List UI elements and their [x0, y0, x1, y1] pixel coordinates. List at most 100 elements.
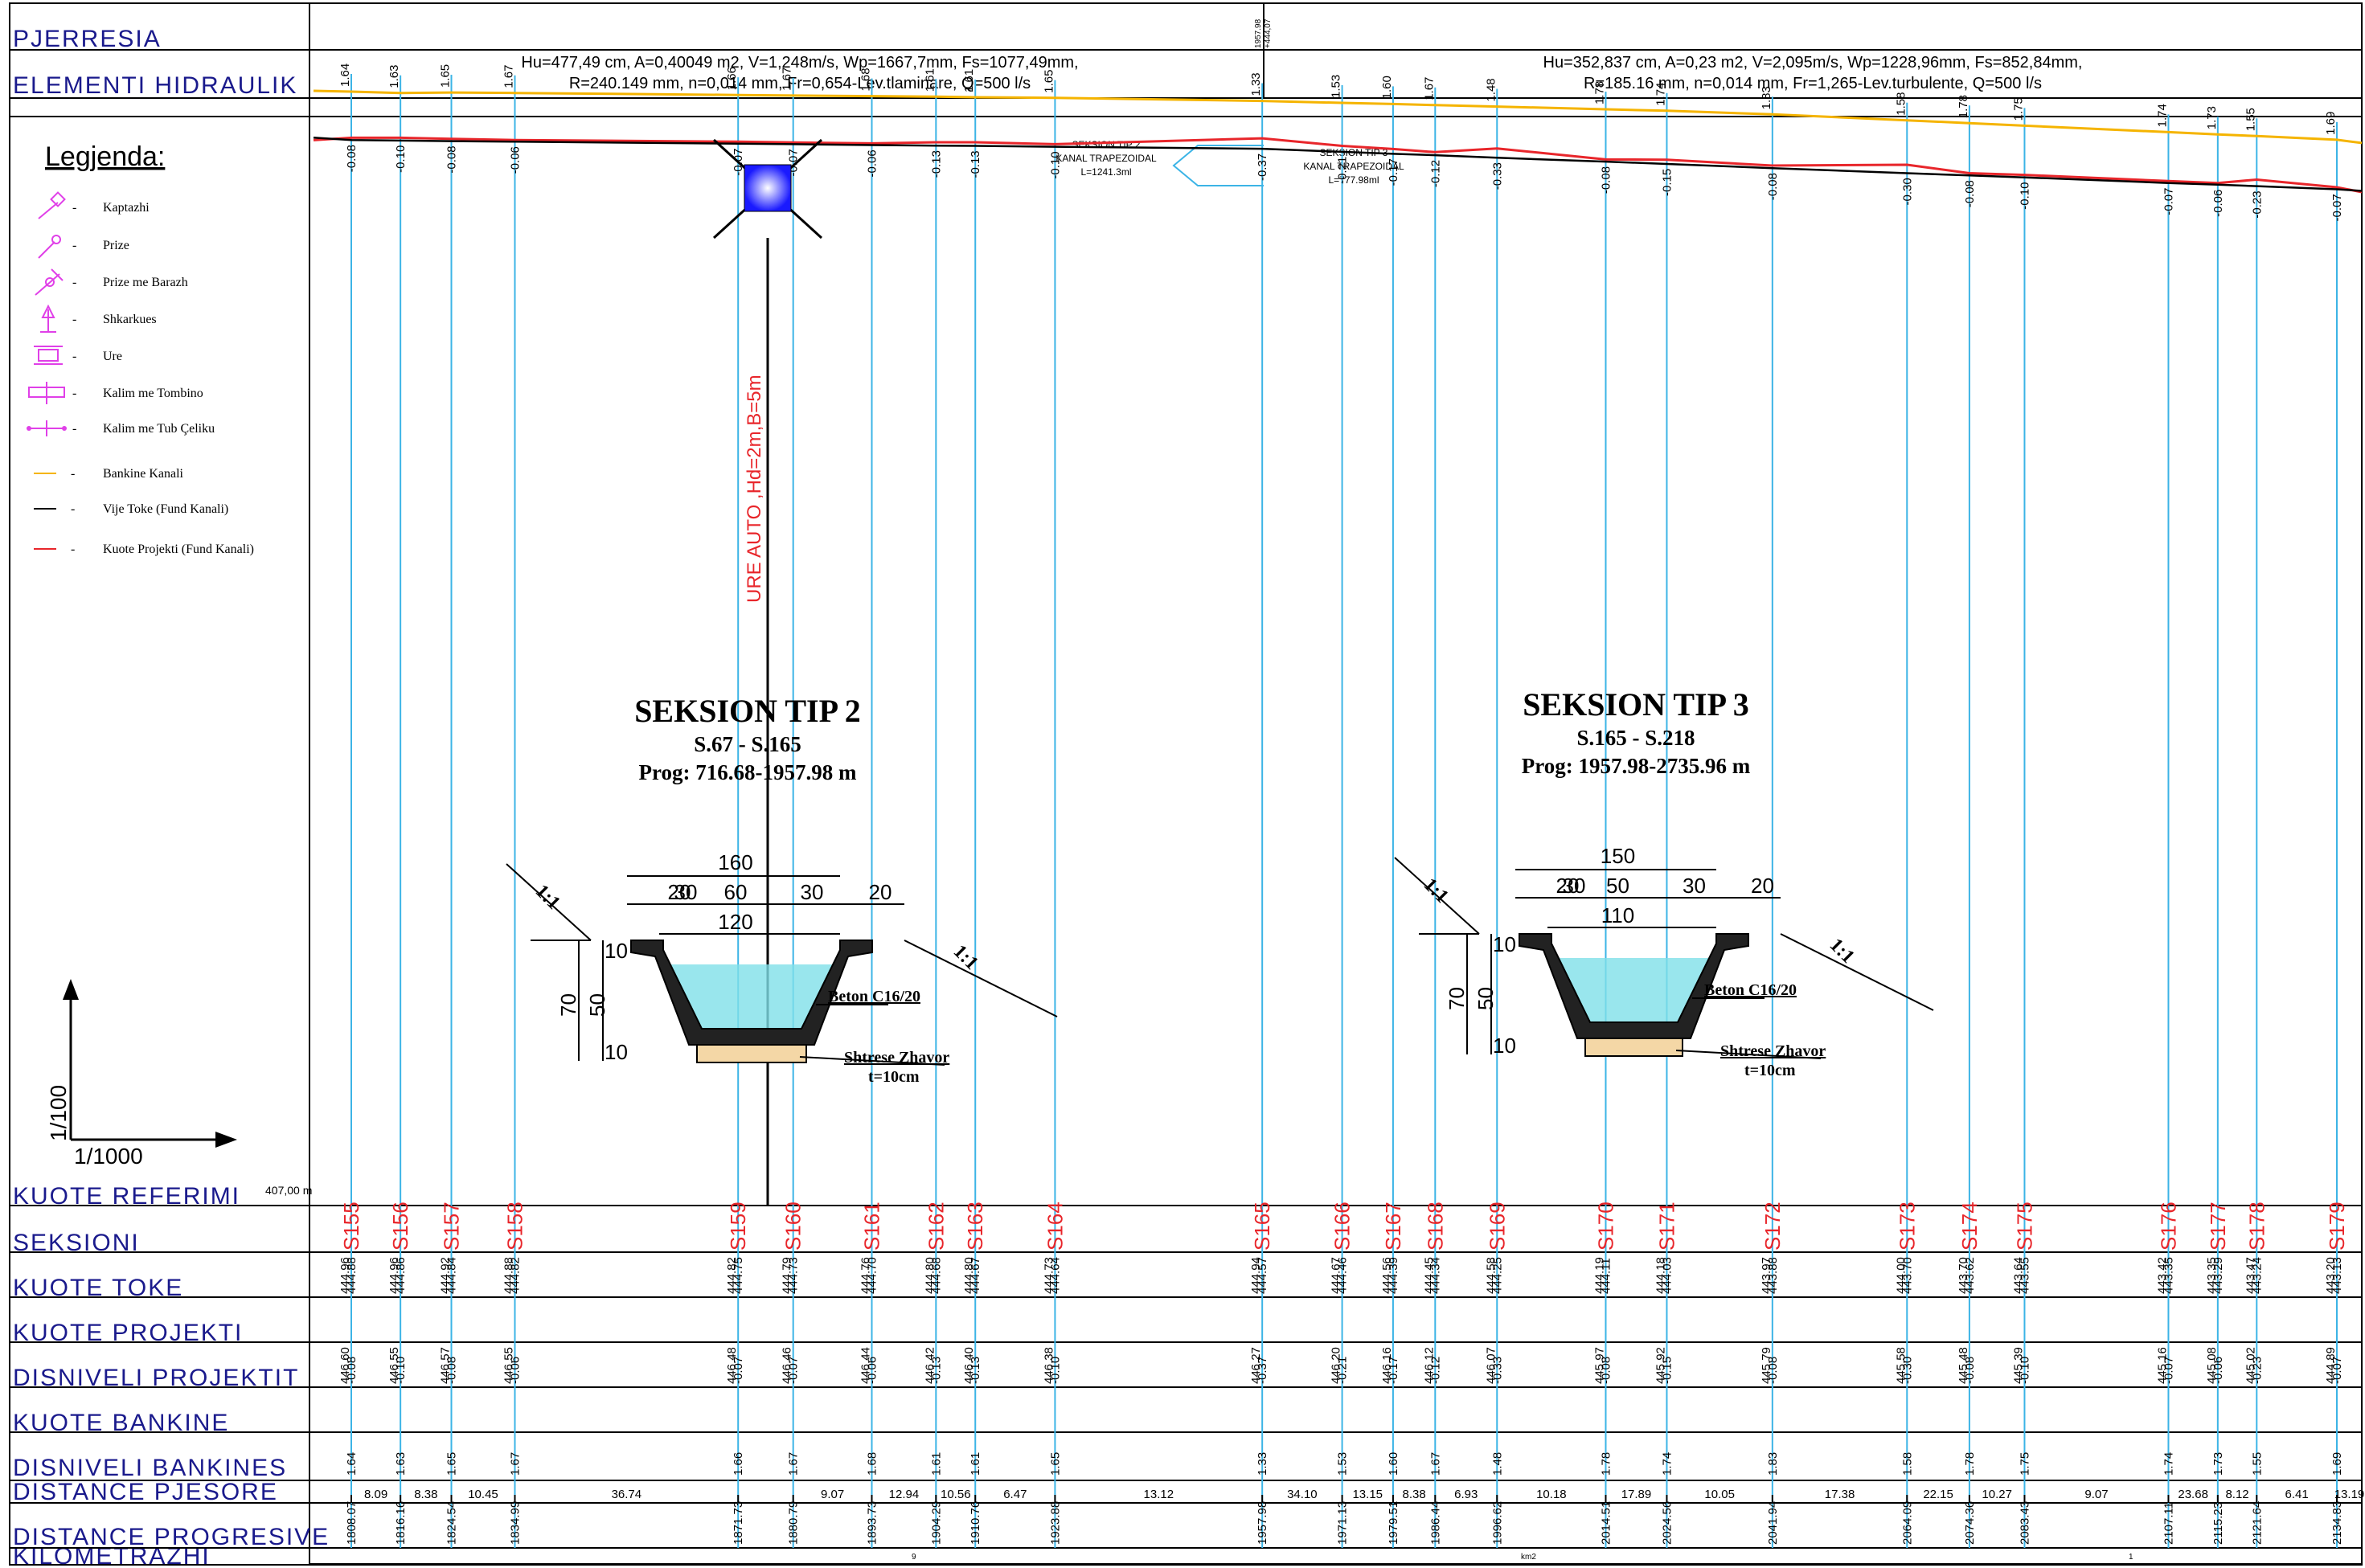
bank-height-label: 1.55 [2244, 108, 2257, 131]
kuote-projekti-value: 444.56 [1380, 1257, 1394, 1294]
disniveli-projektit-value: -0.12 [1428, 1357, 1442, 1384]
partial-distance-value: 6.41 [2285, 1488, 2309, 1501]
bank-height-label: 1.63 [387, 65, 401, 88]
disniveli-projektit-value: -0.37 [1256, 1357, 1269, 1384]
kuote-toke-value: 444.64 [1048, 1257, 1062, 1294]
concrete-lining [1519, 933, 1749, 1039]
kuote-toke-value: 444.82 [508, 1257, 522, 1294]
station-lines: 1.64 -0.08 1.63 -0.10 1.65 -0.08 1.67 -0.06 1.66… [338, 63, 2344, 1206]
depth-label: -0.33 [1490, 162, 1504, 190]
km-9: 9 [912, 1553, 916, 1562]
water-fill [1558, 958, 1710, 1022]
bank-line [313, 89, 2363, 145]
zhavor-label: Shtrese Zhavor [1720, 1042, 1826, 1060]
section-s175: S175 [2012, 1202, 2036, 1251]
hydraulic-info: Hu=477,49 cm, A=0,40049 m2, V=1,248m/s, … [521, 18, 2082, 92]
disniveli-bankines-value: 1.74 [1660, 1452, 1674, 1476]
kuote-bankine-value: 446.40 [962, 1347, 976, 1384]
distance-progresive-value: 2107.11 [2162, 1502, 2175, 1545]
disniveli-projektit-value: -0.23 [2250, 1357, 2264, 1384]
bank-height-label: 1.65 [1042, 69, 1055, 92]
leader-line [799, 1056, 945, 1066]
disniveli-projektit-value: -0.08 [345, 1357, 359, 1384]
kuote-toke-value: 444.11 [1599, 1258, 1613, 1294]
slope-label-right: 1:1 [949, 941, 982, 974]
profile-lines [313, 89, 2363, 194]
dim-slope-right: 30 [801, 880, 824, 904]
dim-water-height: 50 [585, 993, 609, 1017]
slope-line [904, 940, 1058, 1017]
legend-item-text: Ure [103, 350, 122, 363]
row-labels: PJERRESIA ELEMENTI HIDRAULIK KUOTE REFER… [13, 26, 328, 1568]
dim-crest-right: 20 [869, 880, 892, 904]
label-disniveli-bankines: DISNIVELI BANKINES [13, 1455, 287, 1481]
bank-height-label: 1.83 [1760, 86, 1773, 109]
distance-progresive-value: 2041.94 [1766, 1501, 1780, 1545]
kuote-projekti-value: 444.00 [1894, 1257, 1908, 1294]
bank-height-label: 1.53 [1330, 75, 1343, 98]
disniveli-bankines-value: 1.33 [1256, 1452, 1269, 1476]
depth-label: -0.08 [1963, 180, 1977, 207]
partial-distance-value: 23.68 [2178, 1488, 2208, 1501]
section-s177: S177 [2206, 1202, 2230, 1251]
tip3-prog: Prog: 1957.98-2735.96 m [1522, 754, 1751, 778]
data-table: S155444.88444.96-0.08446.601.641808.07S1… [338, 1202, 2364, 1548]
kuote-toke-value: 444.57 [1256, 1257, 1269, 1294]
project-line [313, 136, 2363, 194]
section-s158: S158 [502, 1202, 527, 1251]
section-s179: S179 [2325, 1202, 2349, 1251]
disniveli-bankines-value: 1.67 [1428, 1452, 1442, 1476]
partial-distance-value: 17.89 [1621, 1488, 1652, 1501]
disniveli-bankines-value: 1.61 [969, 1452, 982, 1476]
label-kilometrazhi: KILOMETRAZHI [13, 1543, 211, 1568]
section-s167: S167 [1381, 1202, 1405, 1251]
section-s170: S170 [1593, 1202, 1617, 1251]
partial-distance-value: 6.93 [1454, 1488, 1478, 1501]
kuote-toke-value: 444.46 [1336, 1257, 1350, 1294]
divider-elev: +444,07 [1264, 18, 1273, 48]
bank-height-label: 1.65 [438, 64, 452, 88]
legend-item-text: Prize [103, 239, 129, 252]
kuote-bankine-value: 446.46 [781, 1347, 794, 1384]
dim-total-height: 70 [556, 993, 580, 1017]
legend-item-label: - [72, 422, 76, 436]
tip2-title: SEKSION TIP 2 [634, 693, 861, 729]
legend-item-text: Kuote Projekti (Fund Kanali) [103, 542, 254, 556]
section-s161: S161 [860, 1202, 884, 1251]
distance-progresive-value: 2074.36 [1963, 1501, 1977, 1545]
section-s156: S156 [388, 1202, 412, 1251]
kuote-toke-value: 444.84 [445, 1257, 458, 1294]
hydraulic-left-line2: R=240.149 mm, n=0,014 mm, Fr=0,654-Lev.t… [569, 75, 1031, 92]
disniveli-bankines-value: 1.67 [508, 1452, 522, 1476]
partial-distance-value: 10.18 [1536, 1488, 1567, 1501]
kuote-bankine-value: 446.07 [1484, 1347, 1498, 1384]
distance-progresive-value: 2121.64 [2250, 1501, 2264, 1545]
gravel-layer [1584, 1038, 1683, 1057]
kuote-bankine-value: 445.58 [1894, 1347, 1908, 1384]
kuote-toke-value: 443.13 [2330, 1257, 2344, 1294]
dim-bottom: 50 [1606, 874, 1629, 898]
kuote-toke-value: 444.70 [866, 1257, 879, 1294]
section-s155: S155 [339, 1202, 363, 1251]
kuote-toke-value: 444.67 [969, 1257, 982, 1294]
distance-progresive-value: 1834.99 [508, 1501, 522, 1545]
distance-progresive-value: 1904.29 [929, 1501, 943, 1545]
disniveli-projektit-value: -0.07 [787, 1357, 801, 1384]
section-s171: S171 [1654, 1202, 1678, 1251]
bank-height-label: 1.78 [1957, 95, 1970, 118]
bank-height-label: 1.67 [502, 65, 515, 88]
bank-height-label: 1.61 [962, 69, 976, 92]
tip2-callout-2: KANAL TRAPEZOIDAL [1055, 153, 1157, 164]
distance-progresive-value: 1871.73 [732, 1501, 745, 1545]
kuote-bankine-value: 446.12 [1422, 1347, 1436, 1384]
legend-item-label: - [71, 467, 75, 481]
kuote-bankine-value: 446.38 [1042, 1347, 1055, 1384]
disniveli-projektit-value: -0.06 [508, 1357, 522, 1384]
section-s164: S164 [1043, 1202, 1067, 1251]
bank-height-label: 1.67 [1422, 77, 1436, 100]
legend: Legjenda: - Kaptazhi - Prize - Prize me Ba… [27, 141, 254, 556]
kuote-toke-value: 444.73 [787, 1257, 801, 1294]
dim-crest-height: 10 [605, 939, 628, 963]
partial-distance-value: 6.47 [1003, 1488, 1027, 1501]
